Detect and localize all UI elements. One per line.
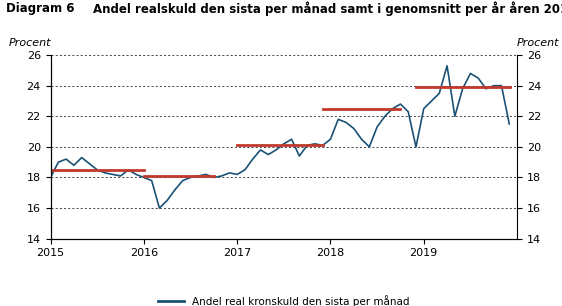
Text: Procent: Procent — [516, 38, 559, 48]
Text: Diagram 6: Diagram 6 — [6, 2, 74, 14]
Text: Procent: Procent — [8, 38, 51, 48]
Legend: Andel real kronskuld den sista per månad, Andel real kronskuld i genomsnitt per : Andel real kronskuld den sista per månad… — [158, 295, 410, 306]
Text: Andel realskuld den sista per månad samt i genomsnitt per år åren 2015–2019: Andel realskuld den sista per månad samt… — [93, 2, 562, 16]
